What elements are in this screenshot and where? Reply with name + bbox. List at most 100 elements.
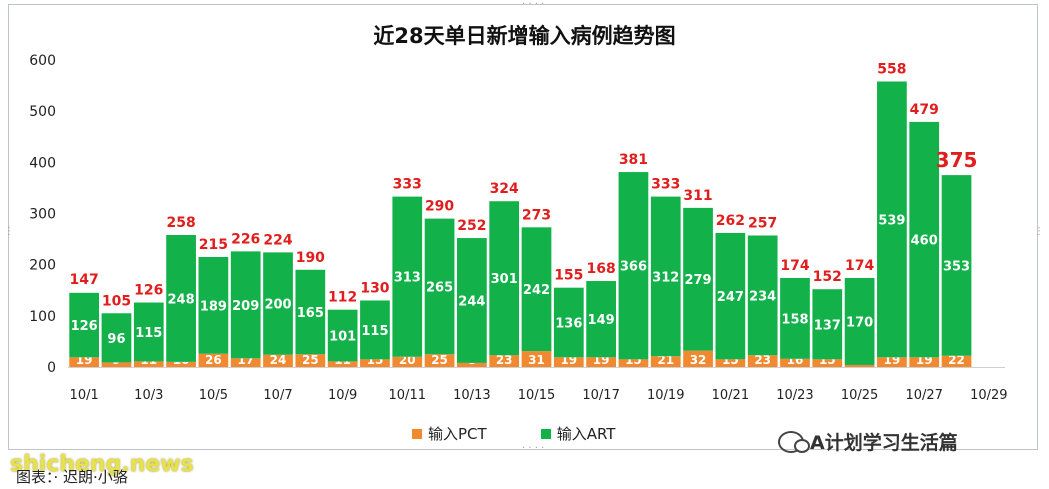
bar-art — [198, 256, 229, 354]
bar-pct — [489, 355, 520, 367]
resize-handle-bottom[interactable]: · · · · — [522, 443, 545, 454]
legend-swatch-art — [540, 428, 551, 439]
legend-label-pct: 输入PCT — [428, 425, 487, 443]
bar-pct — [877, 357, 907, 367]
watermark-text: A计划学习生活篇 — [810, 432, 958, 454]
data-label-pct: 25 — [431, 353, 448, 367]
legend: 输入PCT 输入ART — [412, 423, 615, 444]
bar-art — [521, 227, 552, 352]
bar-pct — [812, 359, 843, 367]
bar-art — [586, 281, 616, 358]
data-label-art: 209 — [232, 299, 259, 314]
data-label-art: 137 — [814, 318, 841, 333]
data-label-art: 313 — [394, 271, 421, 286]
data-label-art: 170 — [846, 315, 873, 330]
data-label-total: 252 — [457, 218, 486, 234]
data-label-pct: 32 — [690, 353, 707, 367]
resize-handle-right[interactable]: ⋮ — [1034, 226, 1044, 237]
bar-art — [133, 302, 164, 362]
data-label-pct: 22 — [948, 353, 965, 367]
data-label-pct: 23 — [754, 353, 771, 367]
bar-pct — [101, 362, 132, 367]
data-label-art: 136 — [555, 316, 582, 331]
wechat-icon — [778, 430, 810, 453]
data-label-art: 301 — [491, 272, 518, 287]
data-label-total: 479 — [910, 102, 939, 118]
data-label-total: 226 — [231, 231, 260, 247]
data-label-art: 115 — [361, 324, 388, 339]
data-label-art: 312 — [652, 270, 679, 285]
bar-art — [909, 121, 940, 358]
chart-title: 近28天单日新增输入病例趋势图 — [373, 24, 676, 48]
y-tick-label: 600 — [29, 53, 56, 69]
bar-pct — [295, 354, 326, 367]
data-label-pct: 26 — [205, 353, 222, 367]
bar-pct — [263, 354, 293, 367]
bar-pct — [360, 359, 390, 367]
data-label-art: 101 — [329, 330, 356, 345]
bar-art — [230, 251, 261, 359]
bar-art — [553, 287, 584, 358]
bar-pct — [230, 358, 261, 367]
bar-pct — [392, 356, 423, 367]
data-label-total: 262 — [716, 213, 745, 229]
bar-art — [683, 207, 713, 351]
bar-pct — [715, 359, 746, 367]
bar-art — [166, 234, 196, 362]
x-tick-label: 10/25 — [841, 388, 878, 403]
bar-pct — [683, 350, 713, 367]
data-label-art: 158 — [781, 312, 808, 327]
bar-pct — [909, 357, 940, 367]
data-label-total: 174 — [780, 258, 809, 274]
data-label-total: 174 — [845, 258, 874, 274]
resize-handle-left[interactable]: ⋮ — [4, 226, 14, 237]
legend-label-art: 输入ART — [556, 425, 616, 443]
bar-pct — [457, 362, 487, 367]
legend-item-pct: 输入PCT — [412, 423, 487, 444]
bar-pct — [166, 361, 196, 367]
data-label-total: 126 — [134, 283, 163, 299]
x-tick-label: 10/29 — [970, 388, 1007, 403]
data-label-art: 244 — [458, 294, 485, 309]
x-tick-label: 10/11 — [389, 388, 426, 403]
data-label-total: 147 — [70, 272, 99, 288]
data-label-total: 258 — [166, 215, 195, 231]
x-tick-label: 10/17 — [582, 388, 619, 403]
bar-pct — [133, 361, 164, 367]
data-label-pct: 31 — [528, 353, 545, 367]
data-label-pct: 24 — [270, 353, 287, 367]
y-tick-label: 100 — [29, 309, 56, 325]
bar-pct — [327, 361, 358, 367]
x-tick-label: 10/1 — [70, 388, 99, 403]
chart-caption: 图表：· 迟朗·小骆 — [16, 468, 128, 486]
data-label-total: 558 — [877, 61, 906, 77]
data-label-total: 273 — [522, 207, 551, 223]
data-label-total: 324 — [490, 181, 519, 197]
bar-art — [877, 81, 907, 358]
data-label-art: 353 — [943, 259, 970, 274]
bar-art — [69, 292, 100, 358]
bar-art — [812, 289, 843, 360]
data-label-total: 375 — [936, 148, 978, 172]
bar-pct — [521, 351, 552, 367]
x-tick-label: 10/21 — [712, 388, 749, 403]
bar-art — [780, 277, 810, 359]
data-label-pct: 23 — [496, 353, 513, 367]
data-label-total: 190 — [296, 250, 325, 266]
resize-handle-top[interactable]: · · · · — [522, 0, 545, 10]
bar-pct — [198, 353, 229, 367]
data-label-art: 279 — [684, 273, 711, 288]
data-label-total: 333 — [393, 177, 422, 193]
data-label-total: 155 — [554, 268, 583, 284]
x-tick-label: 10/9 — [328, 388, 357, 403]
x-tick-label: 10/5 — [199, 388, 228, 403]
y-tick-label: 500 — [29, 104, 56, 120]
x-tick-label: 10/7 — [263, 388, 292, 403]
data-label-art: 242 — [523, 283, 550, 298]
legend-swatch-pct — [412, 428, 422, 439]
chart-frame — [8, 4, 1038, 450]
data-label-total: 152 — [813, 269, 842, 285]
bar-art — [844, 277, 875, 365]
x-tick-label: 10/27 — [905, 388, 942, 403]
